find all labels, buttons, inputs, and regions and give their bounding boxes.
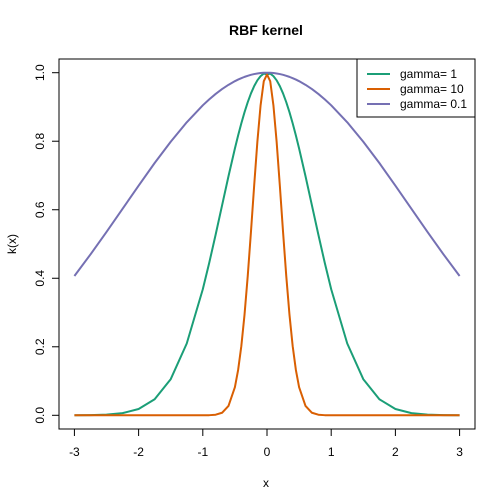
x-tick-label: -2: [133, 445, 144, 459]
x-tick-label: 0: [264, 445, 271, 459]
y-axis: 0.0 0.2 0.4 0.6 0.8 1.0: [33, 64, 60, 424]
chart-title: RBF kernel: [229, 22, 303, 38]
y-axis-label: k(x): [5, 234, 19, 254]
y-tick-label: 0.4: [33, 270, 47, 287]
y-tick-label: 1.0: [33, 64, 47, 81]
legend-label-1: gamma= 1: [400, 67, 457, 81]
x-axis: -3 -2 -1 0 1 2 3: [69, 428, 463, 459]
legend-label-2: gamma= 10: [400, 82, 464, 96]
x-tick-label: -1: [197, 445, 208, 459]
x-tick-label: 3: [456, 445, 463, 459]
y-tick-label: 0.8: [33, 133, 47, 150]
y-tick-label: 0.6: [33, 201, 47, 218]
x-axis-label: x: [263, 476, 269, 490]
series-layer: [73, 71, 461, 417]
series-line-2: [74, 73, 460, 417]
y-tick-label: 0.0: [33, 407, 47, 424]
x-tick-label: 2: [392, 445, 399, 459]
legend-label-3: gamma= 0.1: [400, 97, 467, 111]
y-tick-label: 0.2: [33, 338, 47, 355]
series-line-1: [74, 72, 460, 417]
x-tick-label: -3: [69, 445, 80, 459]
x-tick-label: 1: [328, 445, 335, 459]
series-line-3: [73, 71, 461, 277]
